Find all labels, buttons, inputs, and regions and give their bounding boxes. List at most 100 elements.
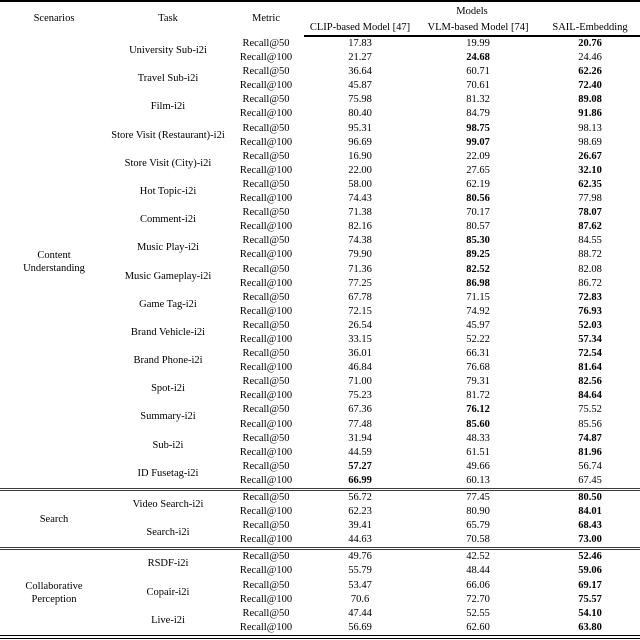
metric-cell: Recall@50 xyxy=(242,460,290,472)
value-cell: 62.19 xyxy=(466,178,490,190)
table-row: Recall@100 77.48 85.60 85.56 xyxy=(0,418,640,432)
metric-cell: Recall@100 xyxy=(239,593,293,605)
value-cell: 22.00 xyxy=(348,164,372,176)
value-cell: 53.47 xyxy=(348,579,372,591)
value-cell: 36.64 xyxy=(348,66,372,78)
task-cell: Store Visit (City)-i2i xyxy=(124,157,212,169)
value-cell: 80.50 xyxy=(540,488,640,506)
value-cell: 78.07 xyxy=(578,207,602,219)
value-cell: 77.25 xyxy=(348,277,372,289)
value-cell: 80.90 xyxy=(466,506,490,518)
table-row: Recall@100 96.69 99.07 98.69 xyxy=(0,136,640,150)
value-cell: 70.6 xyxy=(350,593,370,605)
table-header: Scenarios Task Metric Models CLIP-based … xyxy=(0,1,640,37)
value-cell: 27.65 xyxy=(466,164,490,176)
task-cell: Brand Phone-i2i xyxy=(133,355,203,367)
table-row: Brand Phone-i2i Recall@50 36.01 66.31 72.54 xyxy=(0,347,640,366)
table-row: Comment-i2i Recall@50 71.38 70.17 78.07 xyxy=(0,206,640,225)
value-cell: 85.56 xyxy=(578,418,602,430)
metric-cell: Recall@100 xyxy=(239,164,293,176)
value-cell: 75.57 xyxy=(578,593,602,605)
value-cell: 74.38 xyxy=(348,235,372,247)
metric-cell: Recall@50 xyxy=(242,291,290,303)
header-row-group: Scenarios Task Metric Models xyxy=(0,1,640,24)
task-cell: Comment-i2i xyxy=(140,214,196,226)
value-cell: 72.83 xyxy=(578,291,602,303)
task-cell: Summary-i2i xyxy=(140,411,196,423)
table-row: Music Play-i2i Recall@50 74.38 85.30 84.55 xyxy=(0,234,640,253)
value-cell: 60.71 xyxy=(466,66,490,78)
table-row: Recall@100 56.69 62.60 63.80 xyxy=(0,621,640,637)
table-row: Recall@100 79.90 89.25 88.72 xyxy=(0,248,640,262)
metric-cell: Recall@50 xyxy=(242,37,290,49)
table-row: Collaborative Perception RSDF-i2i Recall@5… xyxy=(0,547,640,637)
value-cell: 68.43 xyxy=(578,520,602,532)
metric-cell: Recall@50 xyxy=(228,547,304,565)
value-cell: 82.08 xyxy=(578,263,602,275)
scenario-cell: Search xyxy=(0,487,108,549)
table-row: Recall@100 45.87 70.61 72.40 xyxy=(0,79,640,93)
metric-cell: Recall@100 xyxy=(239,506,293,518)
value-cell: 98.69 xyxy=(578,136,602,148)
metric-cell: Recall@50 xyxy=(242,207,290,219)
value-cell: 67.36 xyxy=(348,404,372,416)
table-row: Sub-i2i Recall@50 31.94 48.33 74.87 xyxy=(0,432,640,451)
value-cell: 21.27 xyxy=(348,52,372,64)
value-cell: 45.97 xyxy=(466,319,490,331)
table-row: Film-i2i Recall@50 75.98 81.32 89.08 xyxy=(0,93,640,112)
value-cell: 32.10 xyxy=(578,164,602,176)
metric-cell: Recall@100 xyxy=(239,108,293,120)
scenario-label: Collaborative Perception xyxy=(25,580,83,605)
metric-cell: Recall@100 xyxy=(239,362,293,374)
table-row: Hot Topic-i2i Recall@50 58.00 62.19 62.35 xyxy=(0,178,640,197)
table-row: Search-i2i Recall@50 39.41 65.79 68.43 xyxy=(0,519,640,538)
value-cell: 45.87 xyxy=(348,80,372,92)
value-cell: 89.25 xyxy=(466,249,490,261)
metric-cell: Recall@100 xyxy=(239,193,293,205)
value-cell: 71.36 xyxy=(348,263,372,275)
metric-cell: Recall@100 xyxy=(239,249,293,261)
col-header-sail-embedding: SAIL-Embedding xyxy=(540,19,640,37)
metric-cell: Recall@50 xyxy=(242,319,290,331)
value-cell: 44.63 xyxy=(348,534,372,546)
value-cell: 49.76 xyxy=(304,547,416,565)
table-row: Recall@100 74.43 80.56 77.98 xyxy=(0,192,640,206)
metric-cell: Recall@100 xyxy=(239,418,293,430)
table-row: Music Gameplay-i2i Recall@50 71.36 82.52 82.… xyxy=(0,263,640,282)
table-row: Search Video Search-i2i Recall@50 56.72 77.4… xyxy=(0,487,640,549)
value-cell: 89.08 xyxy=(578,94,602,106)
metric-cell: Recall@50 xyxy=(242,235,290,247)
value-cell: 81.96 xyxy=(578,446,602,458)
table-row: Recall@100 21.27 24.68 24.46 xyxy=(0,51,640,65)
metric-cell: Recall@50 xyxy=(242,607,290,619)
value-cell: 26.54 xyxy=(348,319,372,331)
value-cell: 31.94 xyxy=(348,432,372,444)
value-cell: 47.44 xyxy=(348,607,372,619)
value-cell: 52.46 xyxy=(540,547,640,565)
value-cell: 57.34 xyxy=(578,333,602,345)
value-cell: 76.68 xyxy=(466,362,490,374)
value-cell: 56.69 xyxy=(348,621,372,633)
metric-cell: Recall@100 xyxy=(239,277,293,289)
value-cell: 44.59 xyxy=(348,446,372,458)
value-cell: 71.00 xyxy=(348,376,372,388)
scenario-cell: Collaborative Perception xyxy=(0,547,108,637)
value-cell: 70.58 xyxy=(466,534,490,546)
value-cell: 98.13 xyxy=(578,122,602,134)
metric-cell: Recall@100 xyxy=(239,80,293,92)
table-row: Summary-i2i Recall@50 67.36 76.12 75.52 xyxy=(0,403,640,422)
table-row: Recall@100 22.00 27.65 32.10 xyxy=(0,164,640,178)
value-cell: 80.40 xyxy=(348,108,372,120)
table-row: Recall@100 55.79 48.44 59.06 xyxy=(0,564,640,578)
value-cell: 74.92 xyxy=(466,305,490,317)
value-cell: 66.31 xyxy=(466,348,490,360)
value-cell: 86.98 xyxy=(466,277,490,289)
value-cell: 70.17 xyxy=(466,207,490,219)
task-cell: Music Play-i2i xyxy=(136,242,200,254)
metric-cell: Recall@50 xyxy=(242,94,290,106)
table-row: Store Visit (City)-i2i Recall@50 16.90 22.0… xyxy=(0,150,640,169)
value-cell: 48.33 xyxy=(466,432,490,444)
col-header-metric: Metric xyxy=(252,13,280,25)
table-row: Recall@100 72.15 74.92 76.93 xyxy=(0,305,640,319)
